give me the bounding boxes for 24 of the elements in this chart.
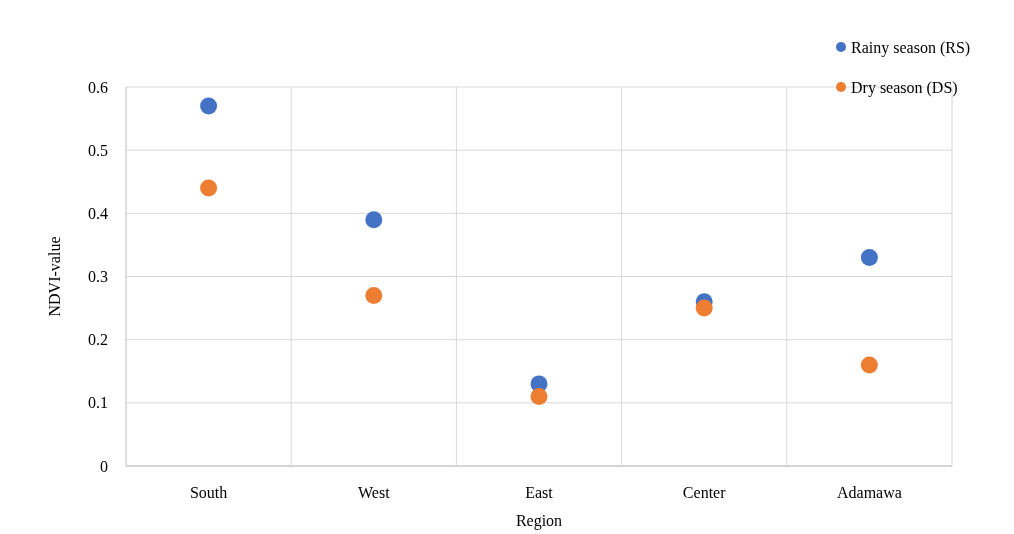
point bbox=[200, 179, 218, 197]
y-tick-label: 0 bbox=[100, 457, 108, 475]
y-tick-label: 0.1 bbox=[88, 394, 108, 412]
x-tick-label: West bbox=[358, 484, 391, 501]
x-tick-label: East bbox=[525, 484, 554, 501]
point bbox=[530, 388, 548, 406]
y-tick-label: 0.6 bbox=[88, 78, 108, 96]
point bbox=[860, 356, 878, 374]
y-axis-title: NDVI-value bbox=[46, 236, 63, 317]
y-tick-label: 0.4 bbox=[88, 204, 108, 222]
point bbox=[695, 299, 713, 317]
x-tick-label: Center bbox=[682, 484, 727, 501]
point bbox=[365, 211, 383, 229]
x-axis-title: Region bbox=[515, 512, 563, 530]
y-tick-label: 0.3 bbox=[88, 268, 108, 286]
y-tick-label: 0.2 bbox=[88, 331, 108, 349]
point bbox=[365, 286, 383, 304]
legend-label: Dry season (DS) bbox=[851, 78, 958, 97]
y-tick-label: 0.5 bbox=[88, 141, 108, 159]
legend-label: Rainy season (RS) bbox=[851, 38, 971, 57]
point bbox=[860, 249, 878, 267]
x-tick-label: South bbox=[189, 484, 228, 501]
point bbox=[200, 97, 218, 115]
x-tick-label: Adamawa bbox=[836, 484, 902, 501]
